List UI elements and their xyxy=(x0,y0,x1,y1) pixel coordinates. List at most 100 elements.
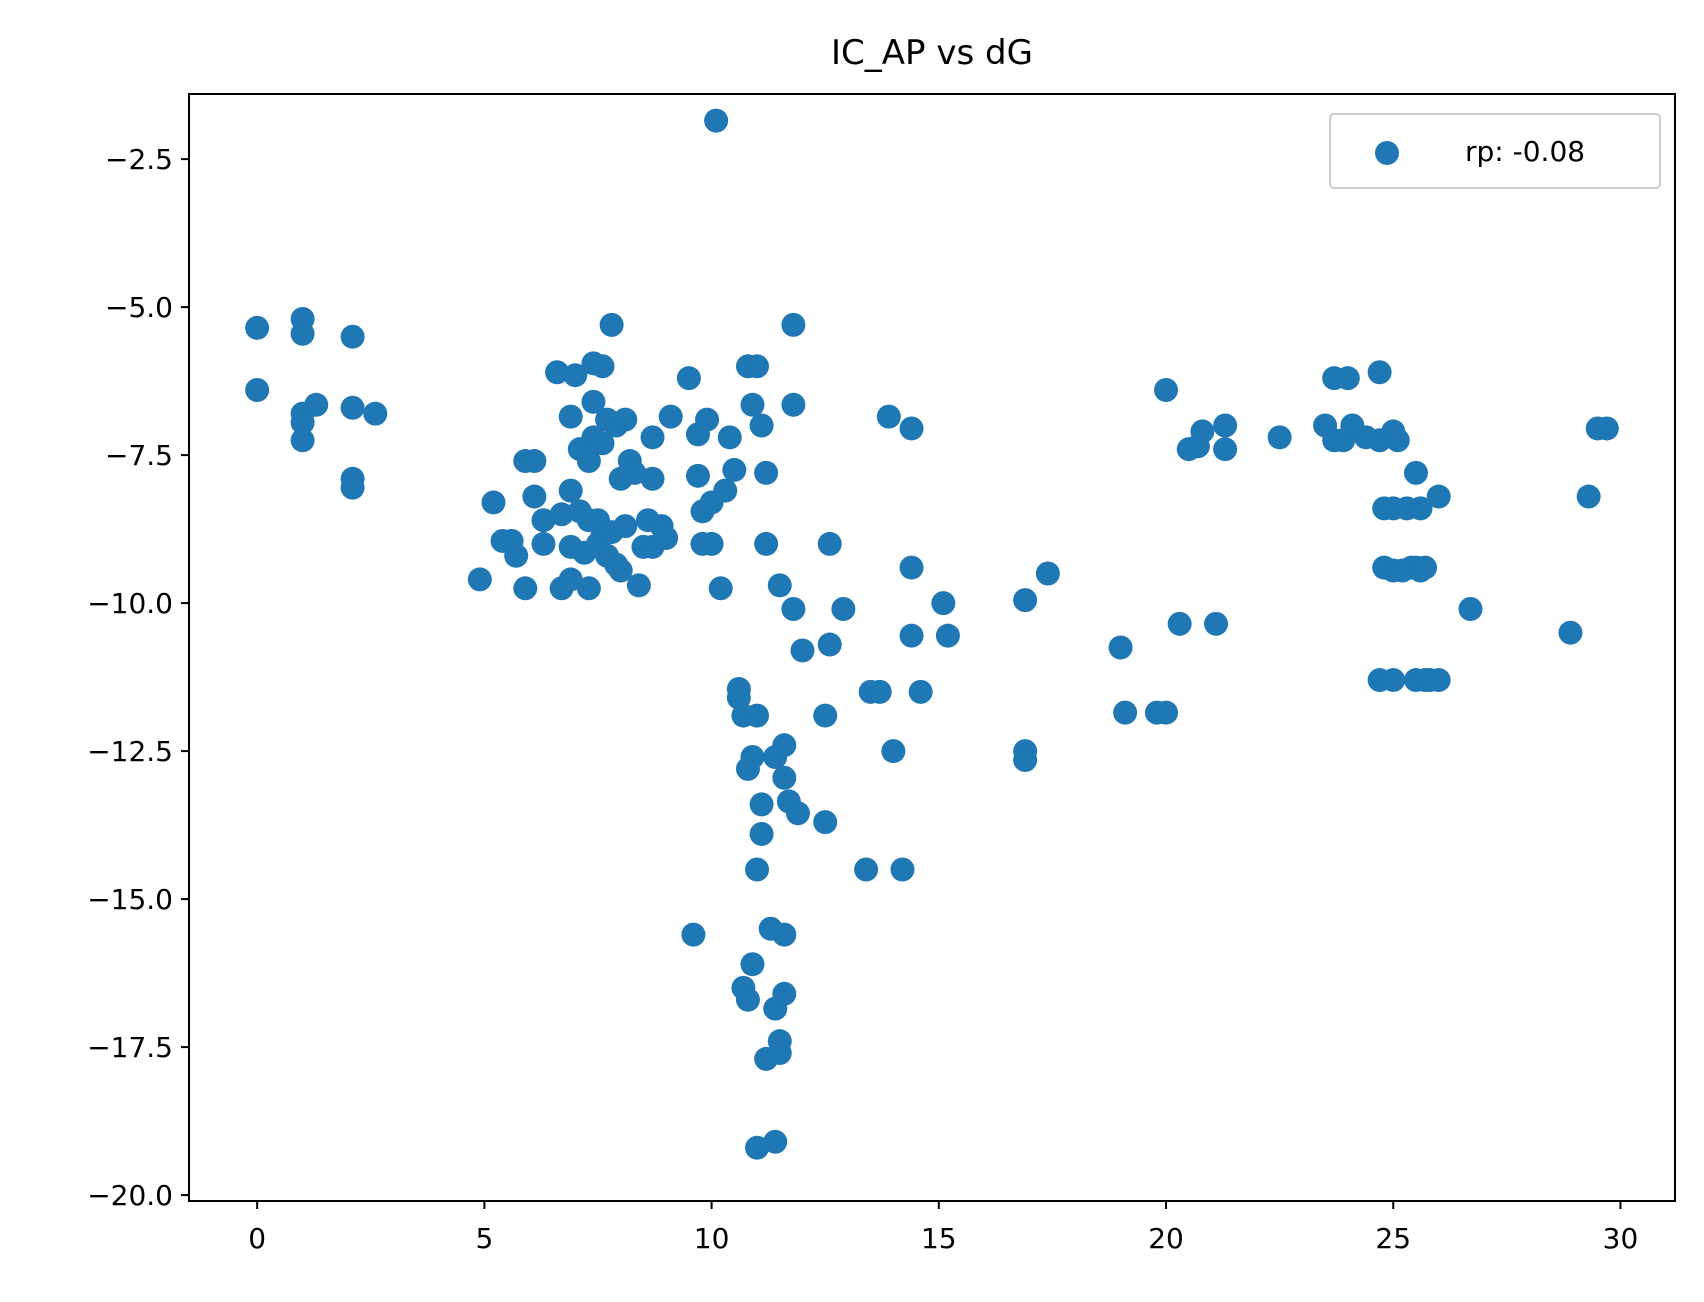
data-point xyxy=(622,460,647,485)
x-tick-label: 10 xyxy=(694,1222,730,1255)
data-point xyxy=(749,821,774,846)
y-tick-label: −15.0 xyxy=(87,883,173,916)
data-point xyxy=(899,416,924,441)
data-point xyxy=(1558,620,1583,645)
data-point xyxy=(676,366,701,391)
data-point xyxy=(613,514,638,539)
data-point xyxy=(558,478,583,503)
y-tick-label: −10.0 xyxy=(87,587,173,620)
scatter-points xyxy=(245,108,1619,1160)
data-point xyxy=(467,567,492,592)
data-point xyxy=(754,531,779,556)
data-point xyxy=(363,401,388,426)
data-point xyxy=(1154,700,1179,725)
data-point xyxy=(899,623,924,648)
data-point xyxy=(613,407,638,432)
data-point xyxy=(740,952,765,977)
data-point xyxy=(735,987,760,1012)
data-point xyxy=(1426,668,1451,693)
data-point xyxy=(608,558,633,583)
x-tick-label: 30 xyxy=(1603,1222,1639,1255)
data-point xyxy=(1458,597,1483,622)
data-point xyxy=(713,478,738,503)
data-point xyxy=(654,525,679,550)
data-point xyxy=(817,632,842,657)
data-point xyxy=(749,413,774,438)
data-point xyxy=(745,354,770,379)
data-point xyxy=(681,922,706,947)
data-point xyxy=(767,1041,792,1066)
data-point xyxy=(817,531,842,556)
data-point xyxy=(745,857,770,882)
data-point xyxy=(1154,377,1179,402)
x-tick-label: 0 xyxy=(248,1222,266,1255)
legend-marker xyxy=(1375,141,1399,165)
y-tick-label: −7.5 xyxy=(105,439,173,472)
x-tick-label: 20 xyxy=(1148,1222,1184,1255)
data-point xyxy=(1113,700,1138,725)
data-point xyxy=(754,460,779,485)
data-point xyxy=(290,321,315,346)
y-tick-label: −5.0 xyxy=(105,291,173,324)
data-point xyxy=(590,431,615,456)
data-point xyxy=(749,792,774,817)
data-point xyxy=(1594,416,1619,441)
data-point xyxy=(1413,555,1438,580)
data-point xyxy=(1426,484,1451,509)
data-point xyxy=(340,475,365,500)
data-point xyxy=(908,679,933,704)
data-point xyxy=(1385,428,1410,453)
data-point xyxy=(245,315,270,340)
y-axis-ticks: −2.5 −5.0 −7.5 −10.0 −12.5 −15.0 −17.5 −20.0 xyxy=(87,143,189,1212)
data-point xyxy=(763,1129,788,1154)
data-point xyxy=(695,407,720,432)
data-point xyxy=(599,312,624,337)
data-point xyxy=(658,404,683,429)
data-point xyxy=(1035,561,1060,586)
data-point xyxy=(781,392,806,417)
data-point xyxy=(772,765,797,790)
data-point xyxy=(563,363,588,388)
data-point xyxy=(867,679,892,704)
y-tick-label: −17.5 xyxy=(87,1031,173,1064)
data-point xyxy=(558,404,583,429)
x-tick-label: 25 xyxy=(1375,1222,1411,1255)
data-point xyxy=(772,922,797,947)
data-point xyxy=(504,543,529,568)
data-point xyxy=(790,638,815,663)
data-point xyxy=(1167,611,1192,636)
x-tick-label: 5 xyxy=(475,1222,493,1255)
data-point xyxy=(590,354,615,379)
data-point xyxy=(899,555,924,580)
data-point xyxy=(640,425,665,450)
x-tick-label: 15 xyxy=(921,1222,957,1255)
data-point xyxy=(549,502,574,527)
data-point xyxy=(1403,460,1428,485)
data-point xyxy=(626,573,651,598)
data-point xyxy=(576,449,601,474)
y-tick-label: −2.5 xyxy=(105,143,173,176)
data-point xyxy=(531,508,556,533)
data-point xyxy=(717,425,742,450)
data-point xyxy=(1190,419,1215,444)
data-point xyxy=(522,449,547,474)
data-point xyxy=(876,404,901,429)
data-point xyxy=(1013,747,1038,772)
data-point xyxy=(522,484,547,509)
data-point xyxy=(745,703,770,728)
data-point xyxy=(290,428,315,453)
data-point xyxy=(831,597,856,622)
chart-title: IC_AP vs dG xyxy=(831,33,1033,73)
data-point xyxy=(813,810,838,835)
x-axis-ticks: 0 5 10 15 20 25 30 xyxy=(248,1201,1638,1255)
data-point xyxy=(1335,366,1360,391)
data-point xyxy=(813,703,838,728)
data-point xyxy=(767,573,792,598)
data-point xyxy=(290,410,315,435)
data-point xyxy=(558,567,583,592)
data-point xyxy=(781,597,806,622)
data-point xyxy=(854,857,879,882)
data-point xyxy=(1367,360,1392,385)
